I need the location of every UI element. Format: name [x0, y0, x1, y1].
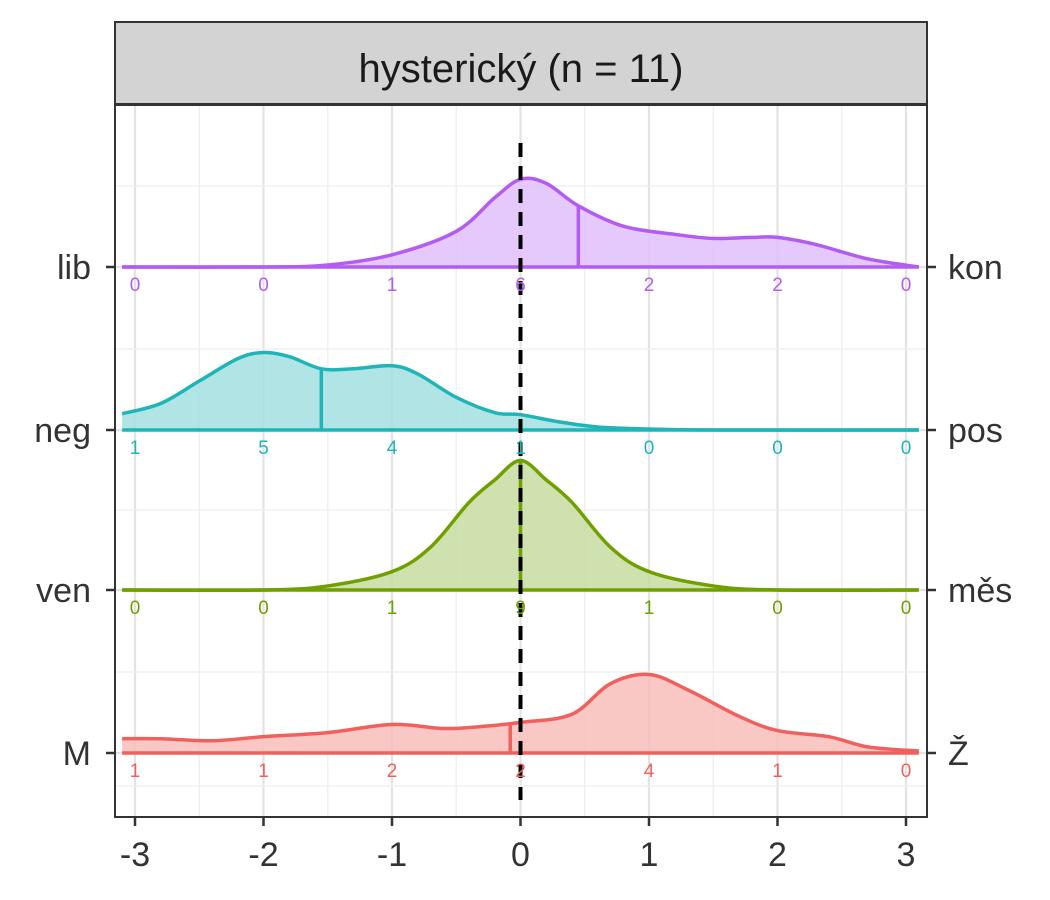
x-tick-label-4: 1	[640, 836, 659, 874]
count-label-M-5: 1	[772, 761, 783, 782]
count-label-ven-0: 0	[130, 598, 141, 619]
x-tick-label-5: 2	[768, 836, 787, 874]
left-y-axis: lib neg ven M	[34, 249, 115, 773]
strip-background	[114, 21, 928, 105]
x-tick-label-0: -3	[120, 836, 150, 874]
ridge-line-ven	[122, 458, 919, 593]
right-y-axis: kon pos měs Ž	[927, 249, 1012, 773]
count-label-neg-6: 0	[901, 438, 912, 459]
count-label-M-1: 1	[258, 761, 269, 782]
count-label-neg-1: 5	[258, 438, 269, 459]
x-tick-label-6: 3	[897, 836, 916, 874]
x-axis: -3 -2 -1 0 1 2 3	[120, 817, 916, 874]
count-label-lib-4: 2	[644, 275, 655, 296]
count-label-neg-3: 1	[515, 438, 526, 459]
x-tick-label-2: -1	[377, 836, 407, 874]
count-label-ven-3: 9	[515, 598, 526, 619]
count-label-M-3: 2	[515, 761, 526, 782]
left-label-M: M	[63, 735, 91, 773]
count-label-lib-2: 1	[387, 275, 398, 296]
right-label-kon: kon	[948, 249, 1003, 287]
count-label-M-4: 4	[644, 761, 655, 782]
count-label-M-2: 2	[387, 761, 398, 782]
left-label-ven: ven	[36, 572, 91, 610]
count-label-lib-5: 2	[772, 275, 783, 296]
left-label-neg: neg	[34, 412, 91, 450]
count-label-lib-0: 0	[130, 275, 141, 296]
ridge-line-M	[122, 672, 919, 753]
count-label-neg-0: 1	[130, 438, 141, 459]
count-label-lib-1: 0	[258, 275, 269, 296]
count-label-M-6: 0	[901, 761, 912, 782]
count-label-neg-5: 0	[772, 438, 783, 459]
count-labels: 0 0 1 6 2 2 0 1 5 4 1 0 0 0 0 0 1 9 1 0 0 1 1 2 2 4 1 0	[130, 275, 912, 782]
count-label-neg-2: 4	[387, 438, 398, 459]
x-tick-label-3: 0	[511, 836, 530, 874]
count-label-ven-6: 0	[901, 598, 912, 619]
x-tick-label-1: -2	[248, 836, 278, 874]
right-label-pos: pos	[948, 412, 1003, 450]
right-label-Ž: Ž	[948, 735, 969, 773]
count-label-neg-4: 0	[644, 438, 655, 459]
ridge-line-lib	[122, 176, 920, 269]
count-label-M-0: 1	[130, 761, 141, 782]
left-label-lib: lib	[57, 249, 91, 287]
ridge-neg	[121, 350, 919, 432]
count-label-ven-5: 0	[772, 598, 783, 619]
count-label-lib-6: 0	[901, 275, 912, 296]
count-label-ven-2: 1	[387, 598, 398, 619]
chart-title: hysterický (n = 11)	[359, 47, 684, 91]
count-label-ven-4: 1	[644, 598, 655, 619]
right-label-měs: měs	[948, 572, 1012, 610]
count-label-ven-1: 0	[258, 598, 269, 619]
count-label-lib-3: 6	[515, 275, 526, 296]
